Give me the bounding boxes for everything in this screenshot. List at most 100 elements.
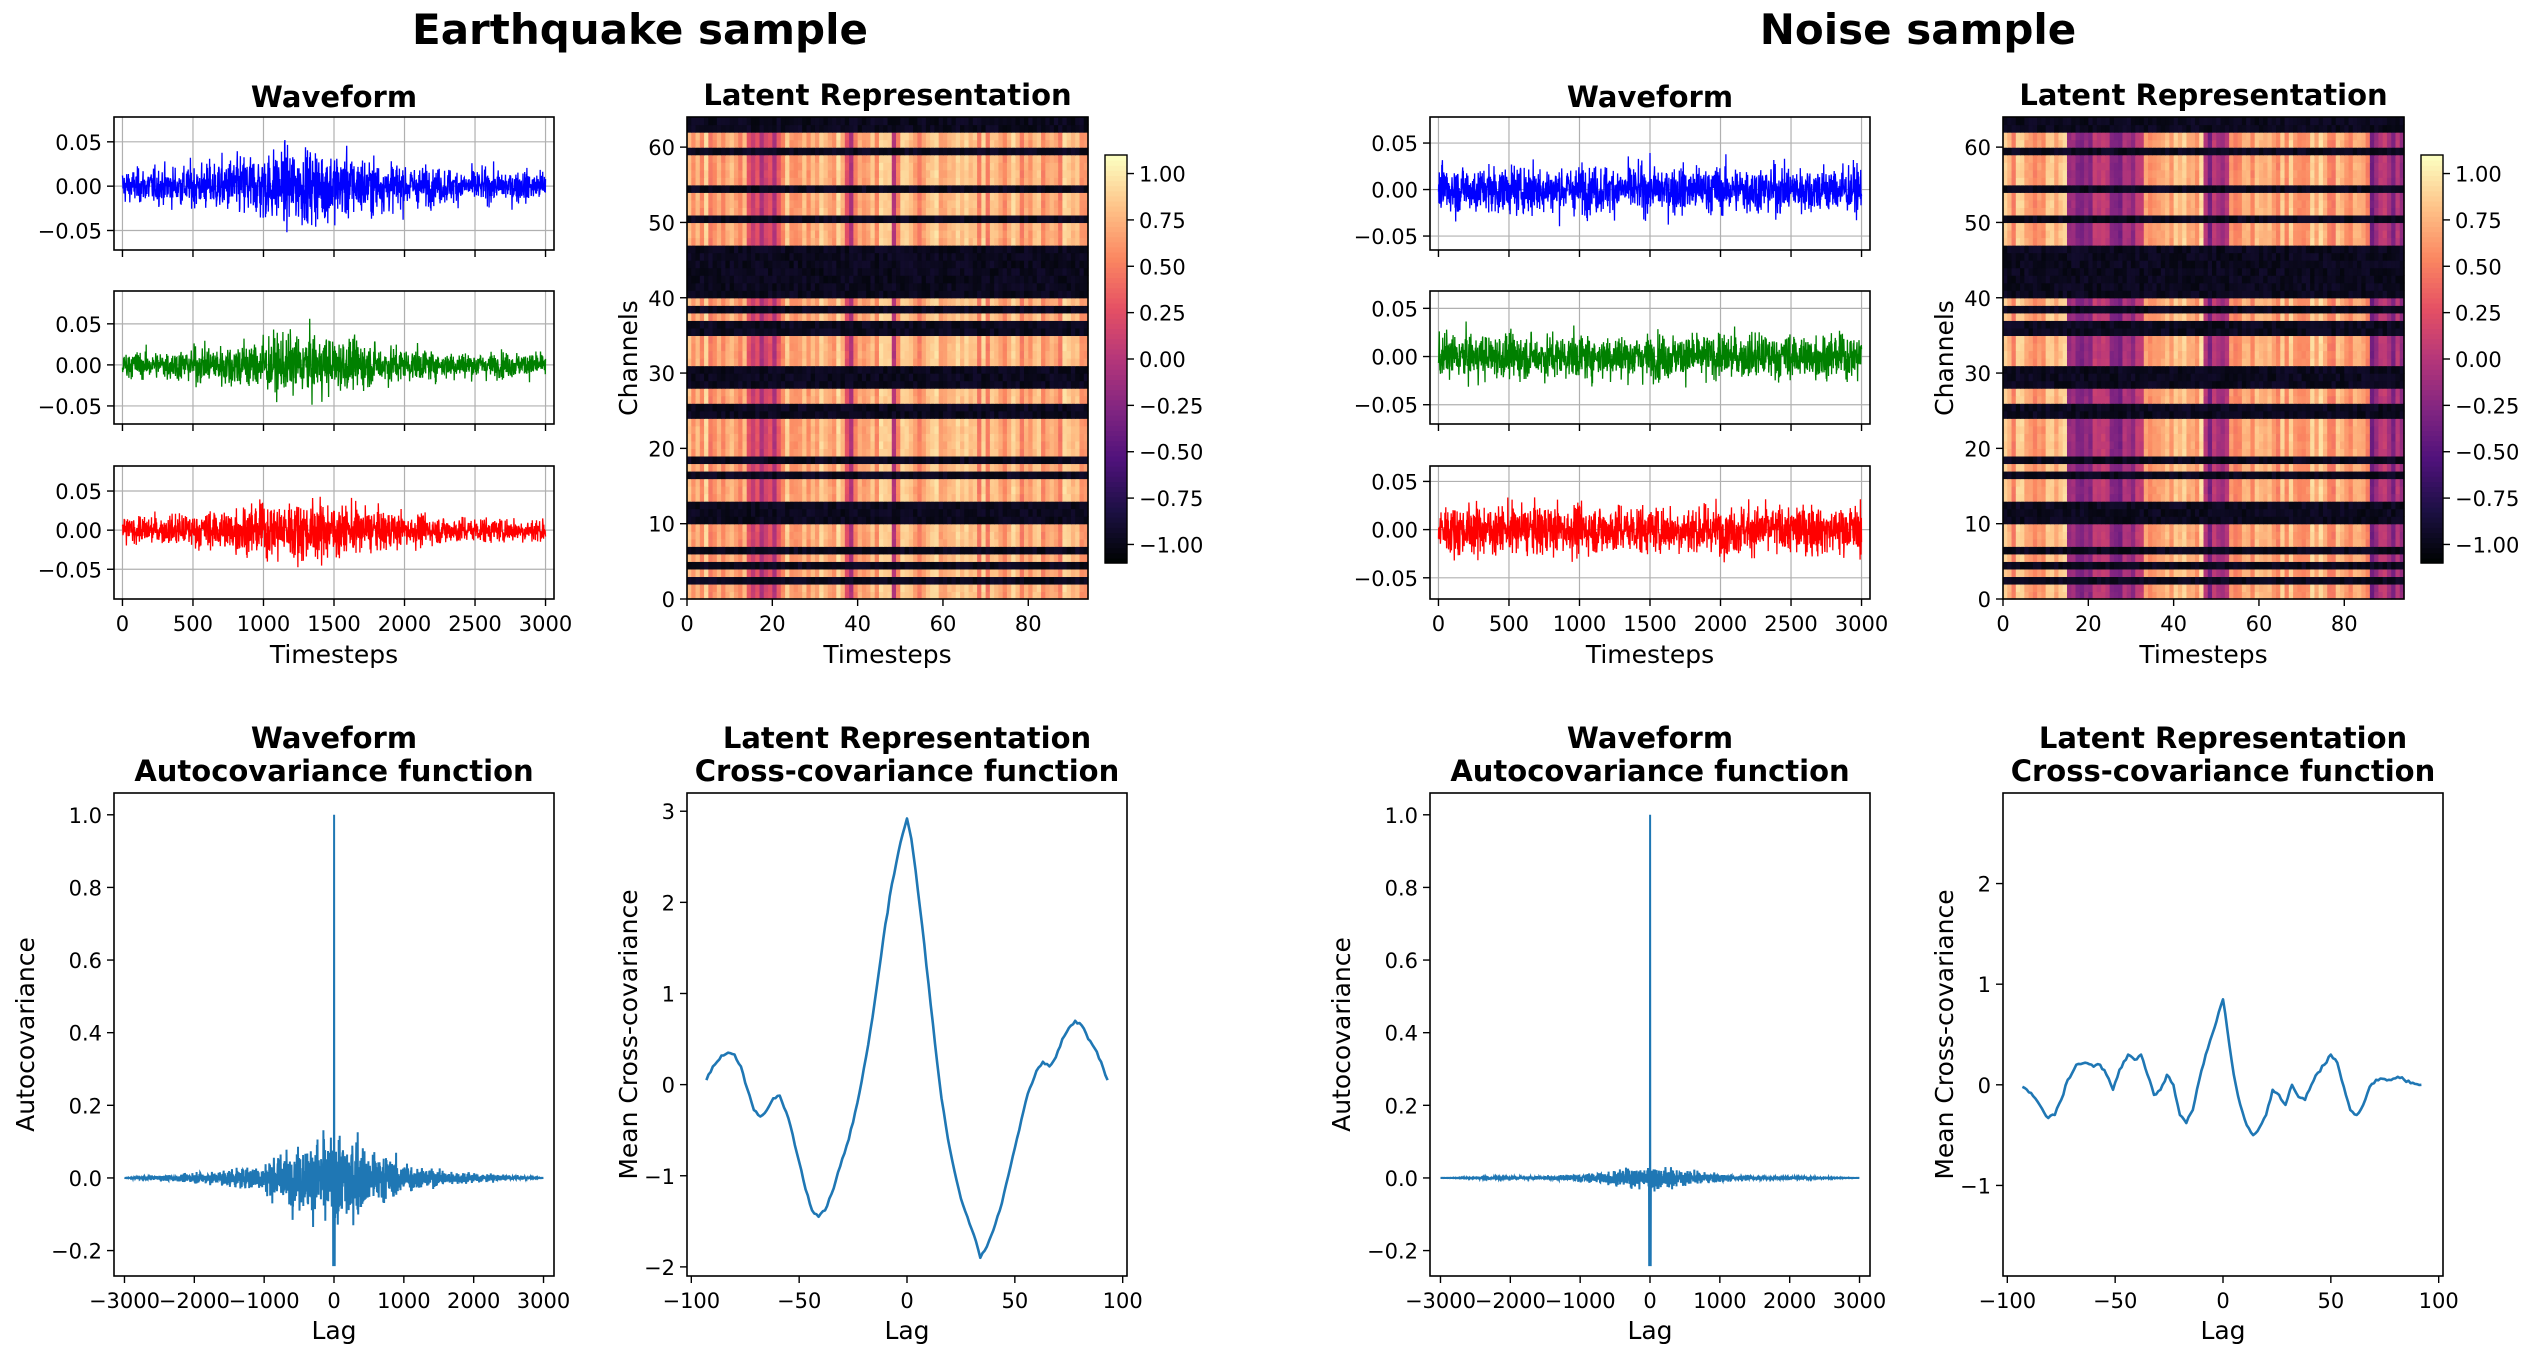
heatmap-cell <box>1054 433 1059 441</box>
heatmap-cell <box>717 501 722 509</box>
heatmap-cell <box>1007 268 1012 276</box>
heatmap-cell <box>853 388 858 396</box>
heatmap-cell <box>998 305 1003 313</box>
heatmap-cell <box>849 381 854 389</box>
heatmap-cell <box>725 275 730 283</box>
heatmap-cell <box>1003 524 1008 532</box>
heatmap-cell <box>841 388 846 396</box>
heatmap-cell <box>696 253 701 261</box>
heatmap-cell <box>870 418 875 426</box>
heatmap-cell <box>998 350 1003 358</box>
heatmap-cell <box>824 441 829 449</box>
heatmap-cell <box>721 576 726 584</box>
heatmap-cell <box>913 479 918 487</box>
heatmap-cell <box>964 396 969 404</box>
heatmap-cell <box>691 298 696 306</box>
heatmap-cell <box>789 298 794 306</box>
heatmap-cell <box>815 516 820 524</box>
heatmap-cell <box>922 524 927 532</box>
heatmap-cell <box>1079 320 1084 328</box>
heatmap-cell <box>1067 486 1072 494</box>
heatmap-cell <box>819 494 824 502</box>
heatmap-cell <box>1067 298 1072 306</box>
heatmap-cell <box>973 358 978 366</box>
heatmap-cell <box>986 539 991 547</box>
heatmap-cell <box>1028 463 1033 471</box>
heatmap-cell <box>768 253 773 261</box>
heatmap-cell <box>964 366 969 374</box>
heatmap-cell <box>777 283 782 291</box>
heatmap-cell <box>926 381 931 389</box>
heatmap-cell <box>1015 456 1020 464</box>
heatmap-cell <box>986 268 991 276</box>
heatmap-cell <box>900 516 905 524</box>
heatmap-cell <box>998 433 1003 441</box>
heatmap-cell <box>969 245 974 253</box>
heatmap-cell <box>781 569 786 577</box>
heatmap-cell <box>738 358 743 366</box>
heatmap-cell <box>858 426 863 434</box>
heatmap-cell <box>934 418 939 426</box>
heatmap-cell <box>956 328 961 336</box>
heatmap-cell <box>947 313 952 321</box>
heatmap-cell <box>760 486 765 494</box>
heatmap-cell <box>1045 501 1050 509</box>
heatmap-cell <box>751 222 756 230</box>
heatmap-cell <box>883 554 888 562</box>
heatmap-cell <box>964 290 969 298</box>
heatmap-cell <box>883 230 888 238</box>
heatmap-cell <box>764 238 769 246</box>
heatmap-cell <box>768 290 773 298</box>
heatmap-cell <box>947 222 952 230</box>
heatmap-cell <box>862 584 867 592</box>
heatmap-cell <box>909 222 914 230</box>
heatmap-cell <box>691 494 696 502</box>
heatmap-cell <box>1011 448 1016 456</box>
heatmap-cell <box>721 350 726 358</box>
heatmap-cell <box>883 290 888 298</box>
heatmap-cell <box>960 418 965 426</box>
heatmap-cell <box>1067 268 1072 276</box>
heatmap-cell <box>853 290 858 298</box>
heatmap-cell <box>849 222 854 230</box>
heatmap-cell <box>1045 418 1050 426</box>
heatmap-cell <box>836 268 841 276</box>
heatmap-cell <box>1058 554 1063 562</box>
heatmap-cell <box>913 260 918 268</box>
heatmap-cell <box>892 207 897 215</box>
heatmap-cell <box>777 290 782 298</box>
heatmap-cell <box>947 584 952 592</box>
heatmap-cell <box>824 275 829 283</box>
heatmap-cell <box>990 238 995 246</box>
heatmap-cell <box>896 433 901 441</box>
heatmap-cell <box>900 456 905 464</box>
heatmap-cell <box>721 230 726 238</box>
heatmap-cell <box>1003 320 1008 328</box>
heatmap-cell <box>1062 245 1067 253</box>
heatmap-cell <box>730 396 735 404</box>
heatmap-cell <box>981 426 986 434</box>
heatmap-cell <box>691 576 696 584</box>
heatmap-cell <box>1067 215 1072 223</box>
heatmap-cell <box>896 290 901 298</box>
heatmap-cell <box>1058 576 1063 584</box>
heatmap-cell <box>994 516 999 524</box>
heatmap-cell <box>1067 531 1072 539</box>
heatmap-cell <box>947 207 952 215</box>
heatmap-cell <box>947 373 952 381</box>
heatmap-cell <box>939 396 944 404</box>
heatmap-cell <box>764 516 769 524</box>
heatmap-cell <box>802 366 807 374</box>
heatmap-cell <box>781 260 786 268</box>
heatmap-cell <box>768 320 773 328</box>
heatmap-cell <box>998 471 1003 479</box>
heatmap-cell <box>1058 509 1063 517</box>
heatmap-cell <box>751 456 756 464</box>
heatmap-cell <box>828 328 833 336</box>
heatmap-cell <box>905 411 910 419</box>
heatmap-cell <box>943 373 948 381</box>
heatmap-cell <box>836 524 841 532</box>
heatmap-cell <box>1071 539 1076 547</box>
heatmap-cell <box>730 501 735 509</box>
heatmap-cell <box>764 396 769 404</box>
